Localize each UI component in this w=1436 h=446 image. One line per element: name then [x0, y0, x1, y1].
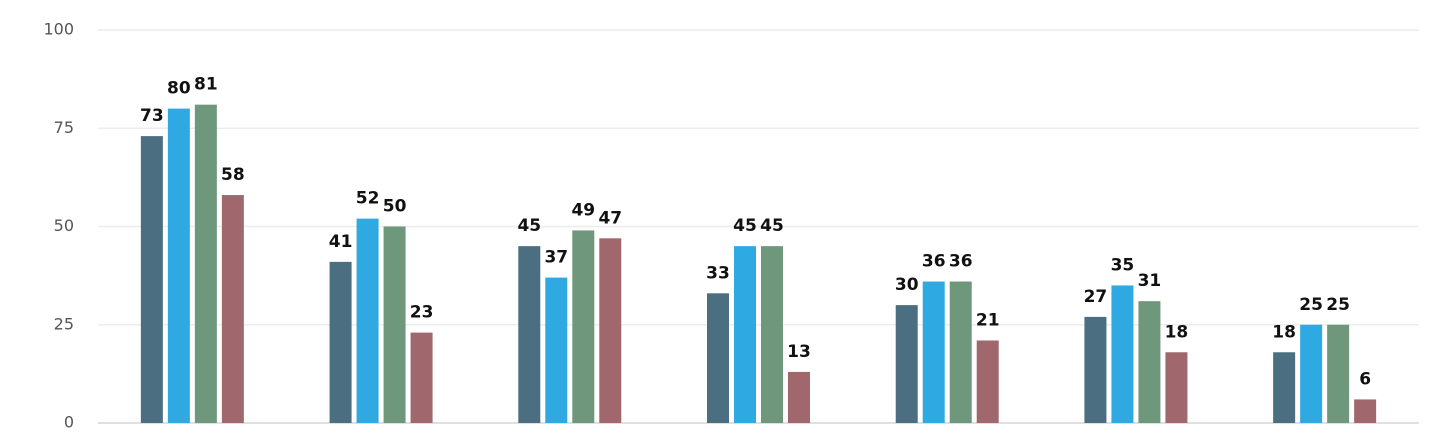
value-label: 31	[1138, 271, 1162, 291]
value-label: 45	[517, 216, 541, 236]
value-label: 47	[598, 208, 622, 228]
value-label: 30	[895, 275, 919, 295]
bar	[140, 136, 163, 424]
value-label: 36	[922, 252, 946, 272]
y-tick-label: 0	[64, 413, 74, 432]
value-label: 45	[760, 216, 784, 236]
bar	[1084, 316, 1107, 423]
bar	[167, 108, 190, 423]
bar	[895, 305, 918, 423]
bar	[761, 246, 783, 423]
value-label: 6	[1359, 369, 1371, 389]
value-label: 25	[1326, 295, 1350, 315]
y-tick-label: 75	[54, 118, 74, 137]
bar	[194, 104, 217, 424]
bar	[1111, 285, 1134, 423]
value-label: 18	[1272, 322, 1296, 342]
bar	[707, 293, 729, 423]
value-label: 73	[140, 106, 164, 126]
value-label: 35	[1111, 255, 1135, 275]
value-label: 33	[706, 263, 730, 283]
bar	[949, 281, 972, 423]
value-label: 50	[383, 197, 407, 217]
value-label: 58	[221, 165, 245, 185]
value-label: 27	[1084, 287, 1108, 307]
value-label: 18	[1165, 322, 1189, 342]
bar	[545, 277, 568, 423]
value-label: 45	[733, 216, 757, 236]
bar	[788, 371, 810, 423]
y-tick-label: 50	[54, 216, 74, 235]
y-tick-label: 25	[54, 314, 74, 333]
bar	[922, 281, 945, 423]
bar	[1354, 399, 1377, 423]
bar	[410, 332, 433, 423]
bar	[1138, 301, 1161, 423]
bar	[572, 230, 595, 423]
bar	[1327, 324, 1350, 423]
value-label: 49	[571, 200, 595, 220]
value-label: 52	[356, 189, 380, 209]
value-label: 23	[410, 303, 434, 323]
value-label: 37	[544, 248, 568, 268]
bar	[518, 246, 541, 423]
bar	[383, 226, 406, 423]
value-label: 21	[976, 310, 1000, 330]
bar	[329, 261, 352, 423]
bar	[976, 340, 999, 423]
value-label: 41	[329, 232, 353, 252]
value-label: 25	[1299, 295, 1323, 315]
bar	[356, 218, 379, 423]
value-label: 80	[167, 79, 191, 99]
bar	[1273, 352, 1296, 423]
bar	[734, 246, 756, 423]
value-label: 36	[949, 252, 973, 272]
y-tick-label: 100	[43, 20, 74, 39]
bar	[1165, 352, 1188, 423]
bar	[221, 195, 244, 423]
bar	[599, 238, 622, 423]
value-label: 81	[194, 75, 218, 95]
value-label: 13	[787, 342, 811, 362]
bar	[1300, 324, 1323, 423]
